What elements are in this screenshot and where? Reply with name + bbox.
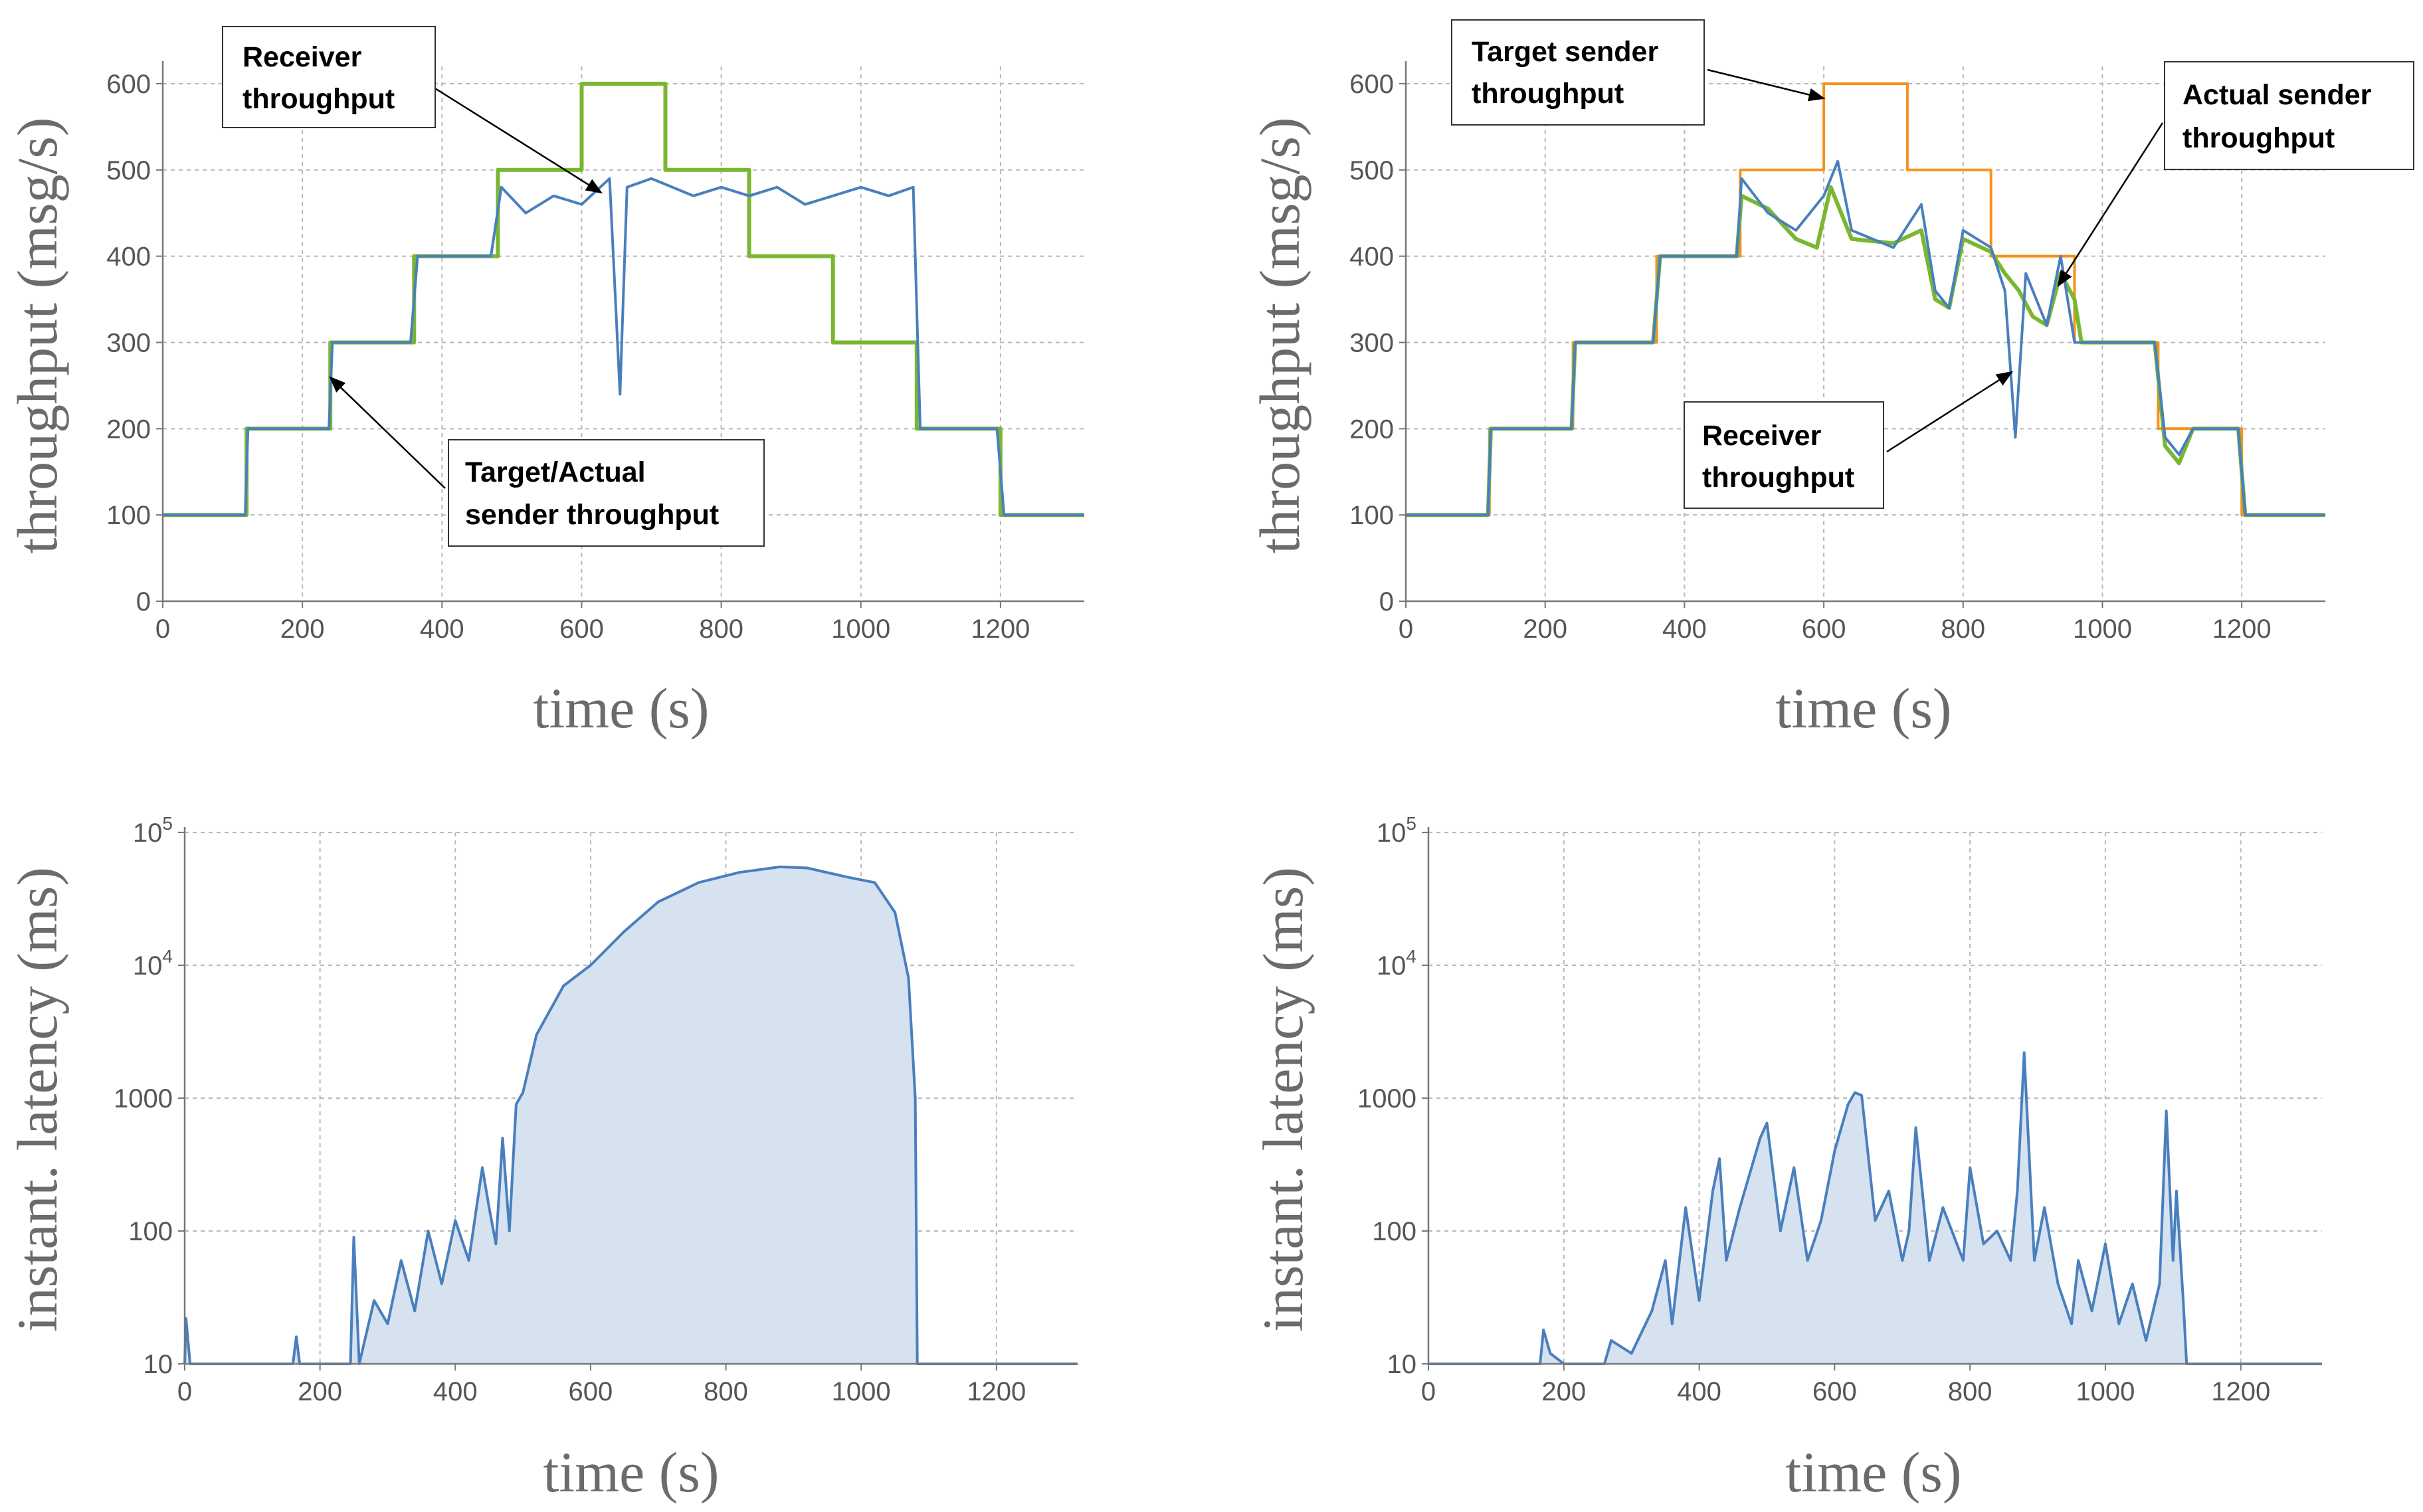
y-tick-label: 104 bbox=[133, 946, 173, 981]
latency-area bbox=[1428, 1052, 2322, 1364]
throughput-chart-right: 0 200 400 600 800 1000 1200 0 100 200 300 400 500 600… bbox=[1248, 19, 2414, 740]
x-tick-label: 1000 bbox=[831, 614, 890, 644]
x-tick-label: 1200 bbox=[2211, 1377, 2270, 1406]
x-tick-label: 0 bbox=[177, 1377, 192, 1406]
x-tick-label: 800 bbox=[1948, 1377, 1992, 1406]
receiver-right-callout-box bbox=[1684, 401, 1884, 509]
x-tick-label: 400 bbox=[1677, 1377, 1721, 1406]
y-tick-label: 300 bbox=[1349, 328, 1394, 357]
y-tick-label: 500 bbox=[1349, 156, 1394, 185]
y-tick-label: 105 bbox=[133, 813, 173, 848]
receiver-throughputline bbox=[1406, 159, 2325, 517]
y-tick-label: 100 bbox=[106, 501, 151, 530]
x-tick-label: 1000 bbox=[2076, 1377, 2135, 1406]
target-actual-callout-line2: sender throughput bbox=[465, 499, 719, 531]
instant-latencyline bbox=[1428, 1051, 2322, 1365]
y-tick-label: 400 bbox=[1349, 242, 1394, 272]
actual-sender-callout-line2: throughput bbox=[2182, 122, 2335, 154]
target-sender-callout-box bbox=[1451, 19, 1705, 126]
x-axis-title: time (s) bbox=[1775, 676, 1951, 740]
y-tick-label: 200 bbox=[1349, 415, 1394, 444]
x-tick-label: 600 bbox=[1802, 614, 1846, 644]
x-tick-label: 200 bbox=[298, 1377, 342, 1406]
x-tick-label: 1000 bbox=[832, 1377, 891, 1406]
x-axis-title: time (s) bbox=[543, 1440, 719, 1504]
x-tick-label: 800 bbox=[704, 1377, 748, 1406]
y-tick-label: 100 bbox=[1349, 501, 1394, 530]
receiver-throughputline bbox=[163, 177, 1084, 517]
receiver-callout-line1: Receiver bbox=[242, 41, 362, 73]
target-sender-callout-line1: Target sender bbox=[1472, 36, 1658, 68]
throughput-chart-left: 0 200 400 600 800 1000 1200 0 100 200 300 400 500 600… bbox=[5, 26, 1084, 740]
latency-chart-left: 0 200 400 600 800 1000 1200 10 100 1000 104 105 time… bbox=[5, 813, 1078, 1504]
y-tick-label: 0 bbox=[136, 587, 151, 616]
y-tick-label: 105 bbox=[1377, 813, 1416, 848]
latency-area bbox=[185, 866, 1078, 1364]
y-tick-label: 600 bbox=[1349, 70, 1394, 99]
receiver-right-callout-line2: throughput bbox=[1702, 462, 1854, 494]
x-tick-label: 600 bbox=[569, 1377, 613, 1406]
target-actual-arrow bbox=[329, 376, 446, 489]
y-axis-title: instant. latency (ms) bbox=[1251, 867, 1315, 1332]
y-axis-title: throughput (msg/s) bbox=[1248, 118, 1311, 554]
y-tick-label: 200 bbox=[106, 415, 151, 444]
receiver-arrow bbox=[431, 85, 603, 194]
x-tick-label: 200 bbox=[280, 614, 325, 644]
y-tick-label: 100 bbox=[128, 1217, 173, 1246]
x-tick-label: 800 bbox=[699, 614, 743, 644]
x-tick-label: 1200 bbox=[2212, 614, 2272, 644]
x-tick-label: 400 bbox=[420, 614, 464, 644]
y-tick-label: 300 bbox=[106, 328, 151, 357]
y-axis-title: throughput (msg/s) bbox=[5, 118, 69, 554]
y-tick-label: 500 bbox=[106, 156, 151, 185]
x-tick-label: 600 bbox=[1812, 1377, 1857, 1406]
x-tick-label: 400 bbox=[1662, 614, 1707, 644]
x-tick-label: 600 bbox=[559, 614, 604, 644]
actual-sender-callout-box bbox=[2164, 61, 2414, 170]
x-axis-title: time (s) bbox=[1785, 1440, 1961, 1504]
instant-latencyline bbox=[183, 865, 1078, 1365]
y-axis-title: instant. latency (ms) bbox=[5, 867, 69, 1332]
x-tick-label: 1000 bbox=[2073, 614, 2132, 644]
y-tick-label: 0 bbox=[1379, 587, 1394, 616]
y-tick-label: 10 bbox=[1387, 1350, 1417, 1379]
x-tick-label: 1200 bbox=[967, 1377, 1026, 1406]
x-axis-title: time (s) bbox=[533, 676, 709, 740]
receiver-right-callout-line1: Receiver bbox=[1702, 420, 1822, 452]
x-tick-label: 1200 bbox=[971, 614, 1030, 644]
target-sender-arrow bbox=[1707, 68, 1826, 102]
target-sender-callout-line2: throughput bbox=[1472, 78, 1624, 110]
y-tick-label: 100 bbox=[1372, 1217, 1416, 1246]
x-tick-label: 0 bbox=[1399, 614, 1413, 644]
receiver-callout-box bbox=[222, 26, 436, 128]
x-tick-label: 800 bbox=[1941, 614, 1985, 644]
y-tick-label: 1000 bbox=[1357, 1084, 1416, 1113]
target-actual-callout-line1: Target/Actual bbox=[465, 456, 646, 488]
y-tick-label: 400 bbox=[106, 242, 151, 272]
y-tick-label: 10 bbox=[144, 1350, 173, 1379]
actual-sender-callout-line1: Actual sender bbox=[2182, 79, 2372, 111]
y-tick-label: 104 bbox=[1377, 946, 1416, 981]
x-tick-label: 200 bbox=[1523, 614, 1567, 644]
y-tick-label: 1000 bbox=[114, 1084, 173, 1113]
y-tick-label: 600 bbox=[106, 70, 151, 99]
actual-sender-arrow bbox=[2057, 122, 2164, 288]
x-tick-label: 0 bbox=[155, 614, 170, 644]
receiver-right-arrow bbox=[1886, 371, 2014, 453]
x-tick-label: 0 bbox=[1421, 1377, 1436, 1406]
receiver-callout-line2: throughput bbox=[242, 83, 395, 115]
latency-chart-right: 0 200 400 600 800 1000 1200 10 100 1000 104 105 time… bbox=[1251, 813, 2322, 1504]
x-tick-label: 200 bbox=[1541, 1377, 1586, 1406]
target-actual-callout-box bbox=[448, 439, 765, 547]
x-tick-label: 400 bbox=[433, 1377, 478, 1406]
